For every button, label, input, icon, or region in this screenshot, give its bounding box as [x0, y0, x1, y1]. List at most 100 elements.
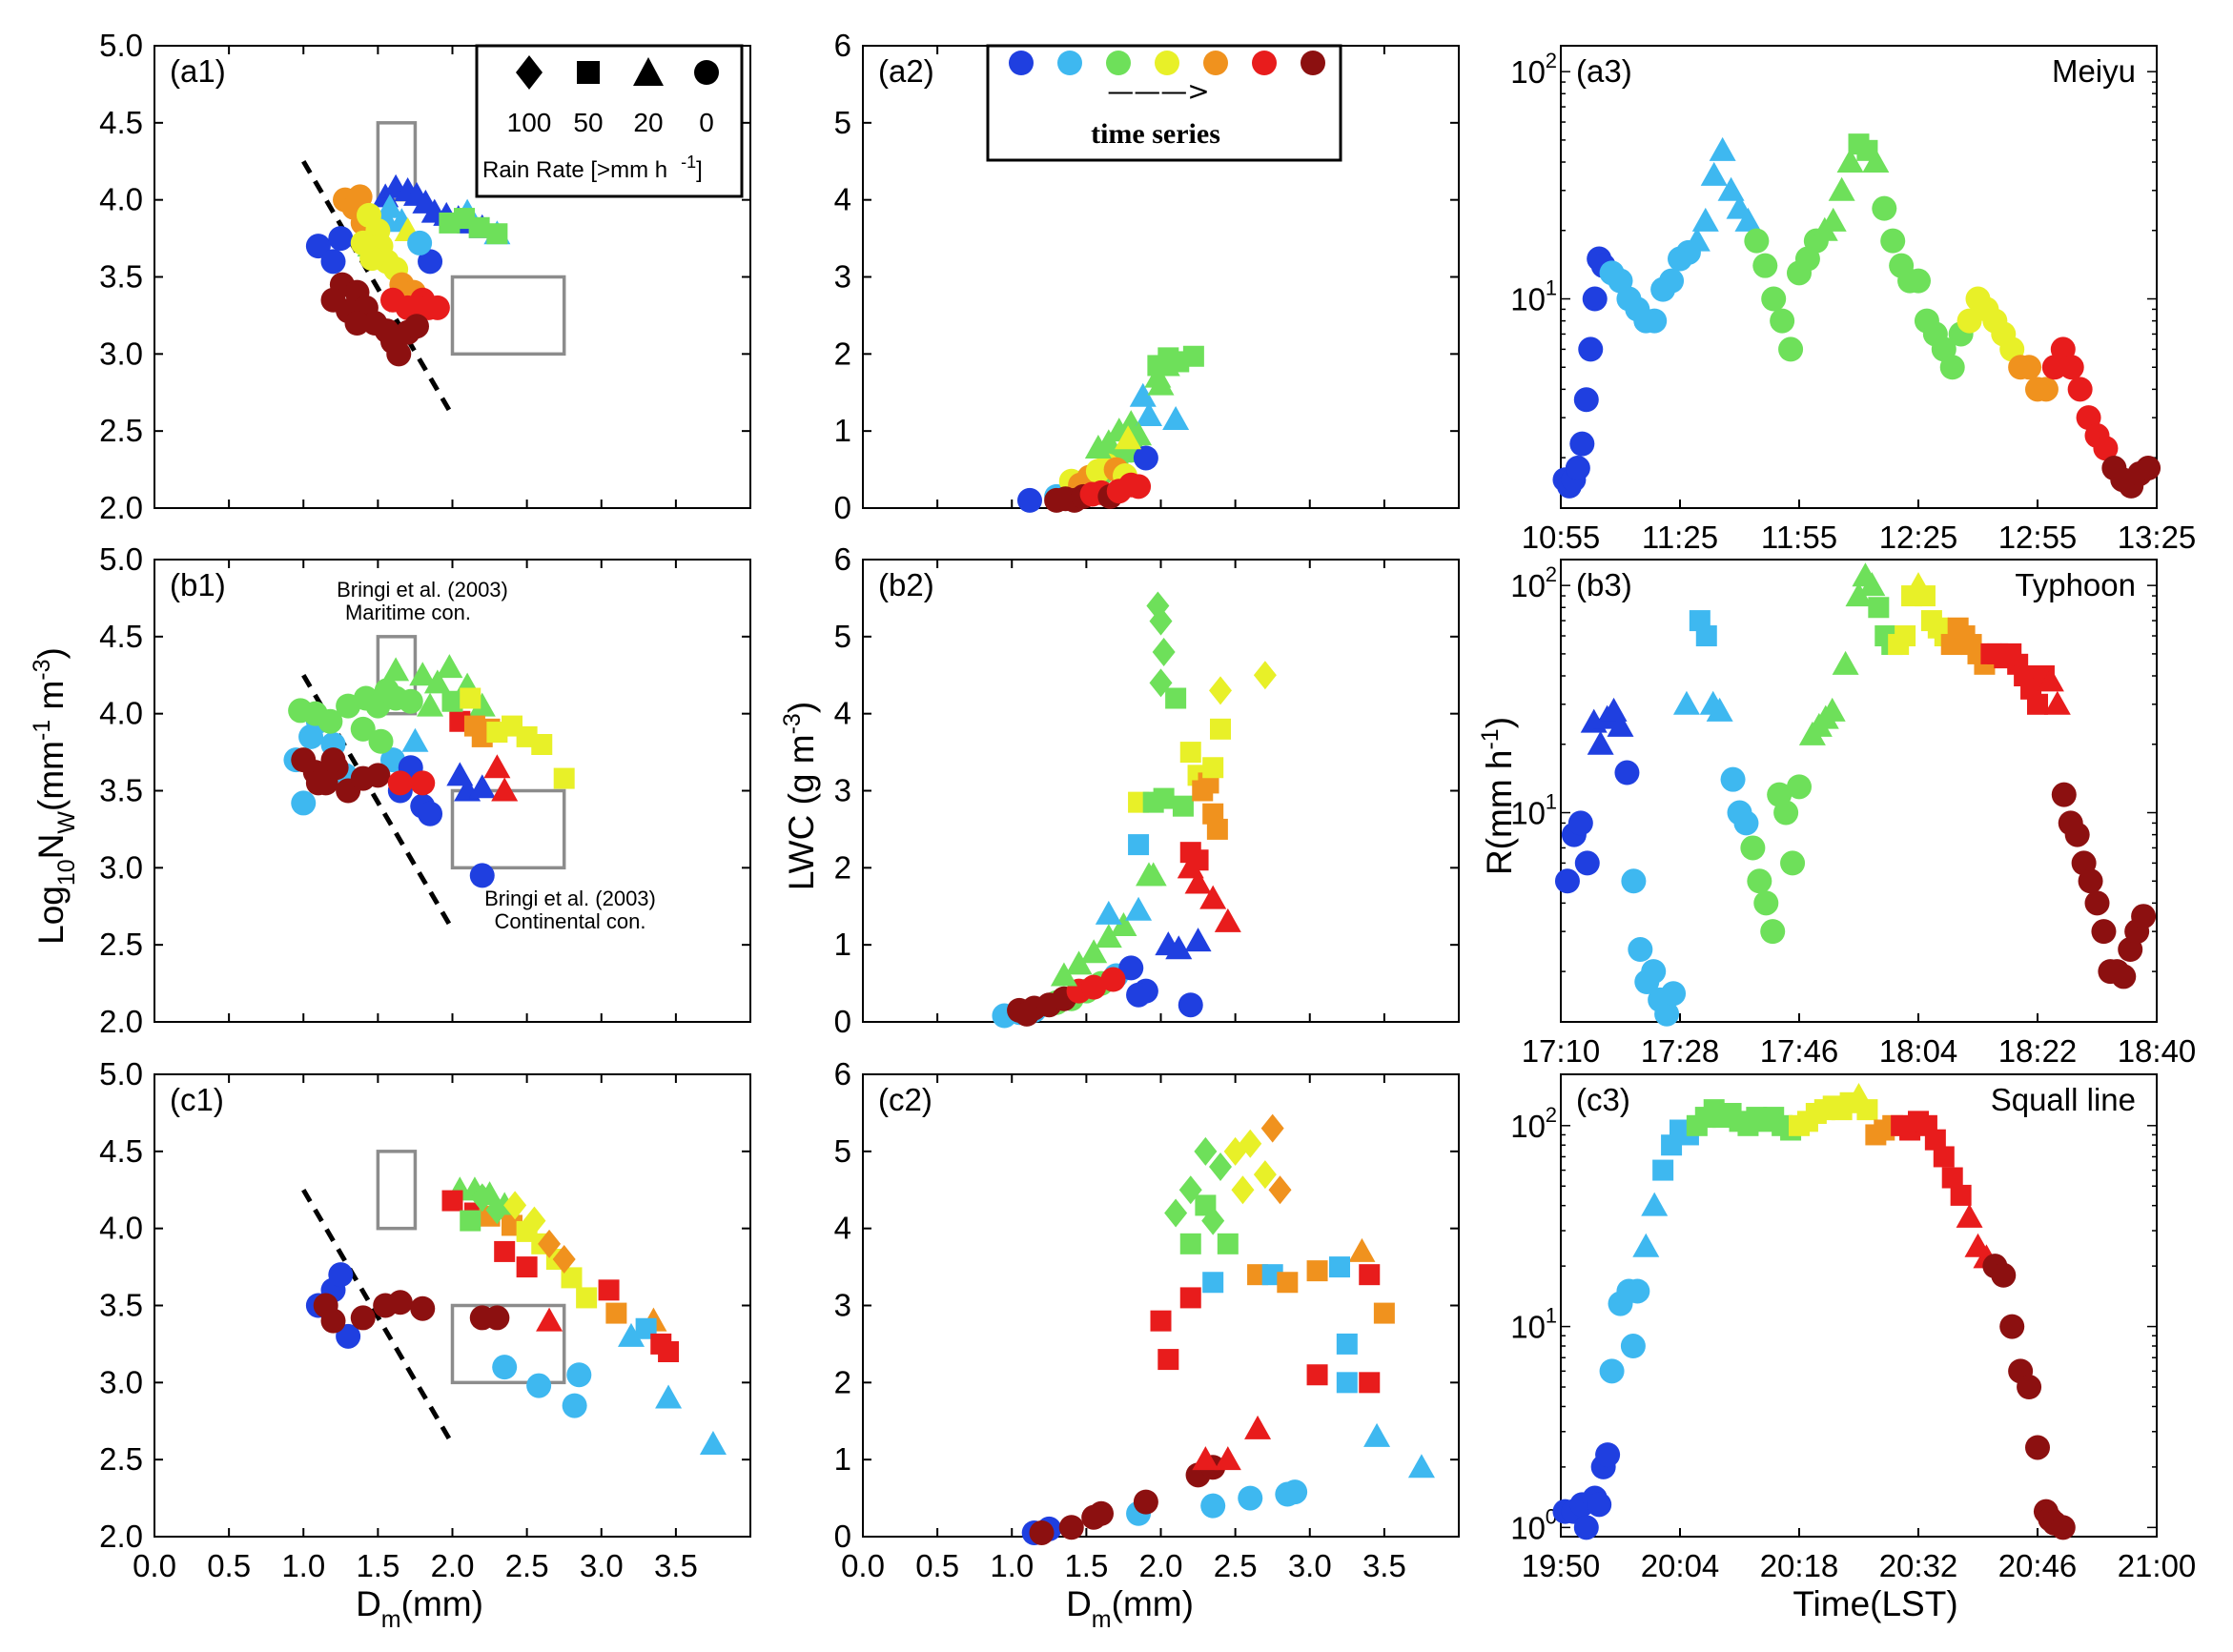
maritime-annotation-line1: Bringi et al. (2003): [337, 578, 508, 602]
data-point: [1906, 268, 1931, 294]
data-point: [1587, 730, 1614, 755]
data-point: [1565, 456, 1590, 481]
ytick-label: 4: [834, 182, 851, 217]
ytick-label: 2.0: [99, 490, 143, 525]
data-point: [1868, 597, 1890, 619]
panel-label-c3: (c3): [1576, 1082, 1630, 1117]
data-point: [347, 184, 373, 210]
data-point: [1856, 1099, 1878, 1121]
data-point: [1359, 1372, 1381, 1394]
data-point: [1209, 1152, 1232, 1181]
xtick-label: 17:46: [1760, 1033, 1839, 1069]
ytick-label: 4.5: [99, 1133, 143, 1169]
data-point: [439, 212, 461, 234]
time-series-dot: [1301, 51, 1325, 75]
data-point: [441, 690, 463, 712]
data-point: [469, 863, 495, 888]
reference-box: [376, 1150, 418, 1231]
data-point: [1573, 387, 1599, 413]
data-point: [1661, 981, 1687, 1007]
ytick-label: 3: [834, 1288, 851, 1323]
data-point: [1260, 1113, 1284, 1143]
data-point: [1214, 908, 1241, 932]
data-point: [320, 747, 346, 773]
data-point: [1709, 136, 1736, 161]
data-point: [576, 1287, 598, 1309]
data-point: [1282, 1479, 1308, 1505]
data-points-a1: [305, 173, 511, 367]
ytick-label: 6: [834, 28, 851, 63]
data-point: [1179, 1287, 1201, 1309]
xtick-label: 1.0: [990, 1548, 1034, 1583]
data-point: [1206, 818, 1228, 840]
ytick-label: 10: [1510, 1510, 1546, 1545]
xtick-label: 17:28: [1641, 1033, 1720, 1069]
data-point: [409, 662, 437, 686]
data-point: [368, 728, 394, 754]
data-point: [418, 801, 443, 826]
data-points-c1: [305, 1176, 727, 1455]
xtick-label: 12:25: [1879, 520, 1958, 555]
data-point: [1184, 869, 1212, 894]
data-point: [1770, 308, 1795, 334]
xtick-label: 17:10: [1522, 1033, 1601, 1069]
data-point: [1706, 697, 1733, 722]
ytick-label: 10: [1510, 1109, 1546, 1144]
data-point: [2037, 667, 2064, 692]
data-point: [468, 216, 490, 238]
xtick-label: 11:55: [1761, 520, 1837, 555]
data-point: [1192, 1446, 1219, 1471]
data-point: [350, 716, 376, 742]
data-point: [1652, 1159, 1674, 1181]
data-point: [1149, 606, 1173, 636]
data-point: [1733, 810, 1759, 836]
data-point: [1941, 1167, 1963, 1189]
data-point: [1914, 585, 1936, 607]
data-point: [1359, 1264, 1381, 1286]
data-point: [1147, 371, 1175, 396]
data-point: [1752, 253, 1778, 278]
data-point: [1089, 1500, 1114, 1526]
data-point: [1306, 1260, 1328, 1282]
data-point: [1567, 810, 1593, 836]
data-point: [1845, 582, 1873, 607]
panel-title-b3: Typhoon: [2015, 567, 2136, 602]
data-point: [1862, 149, 1890, 173]
xtick-label: 1.5: [1064, 1548, 1108, 1583]
data-point: [468, 692, 496, 717]
data-points-c2: [1021, 1113, 1435, 1545]
data-point: [1587, 1492, 1612, 1518]
data-point: [1621, 868, 1647, 894]
data-point: [1133, 445, 1158, 471]
ytick-label: 4: [834, 1211, 851, 1246]
data-point: [1880, 228, 1906, 254]
data-point: [531, 734, 553, 755]
data-point: [2093, 436, 2119, 461]
data-point: [1744, 228, 1770, 254]
data-point: [1569, 431, 1595, 457]
data-point: [305, 234, 331, 259]
ytick-label: 6: [834, 1056, 851, 1091]
data-point: [1573, 1515, 1599, 1540]
data-point: [328, 226, 354, 252]
data-point: [1363, 1422, 1391, 1447]
ylabel-col2: LWC (g m-3): [779, 702, 821, 890]
legend-rate-50: 50: [573, 108, 603, 137]
data-point: [1095, 924, 1122, 948]
ytick-label: 5.0: [99, 1056, 143, 1091]
reference-box: [450, 275, 566, 357]
data-point: [1828, 176, 1855, 201]
data-point: [1110, 911, 1137, 936]
data-point: [2078, 868, 2103, 894]
panel-label-b3: (b3): [1576, 567, 1632, 602]
data-point: [1164, 1198, 1188, 1228]
continental-annotation-line1: Bringi et al. (2003): [484, 887, 656, 910]
data-point: [468, 774, 496, 799]
xtick-label: 10:55: [1522, 520, 1601, 555]
data-point: [1153, 787, 1175, 809]
data-point: [1058, 1515, 1084, 1540]
data-point: [658, 1341, 680, 1362]
xtick-label: 3.0: [580, 1548, 624, 1583]
data-point: [1081, 974, 1107, 1000]
